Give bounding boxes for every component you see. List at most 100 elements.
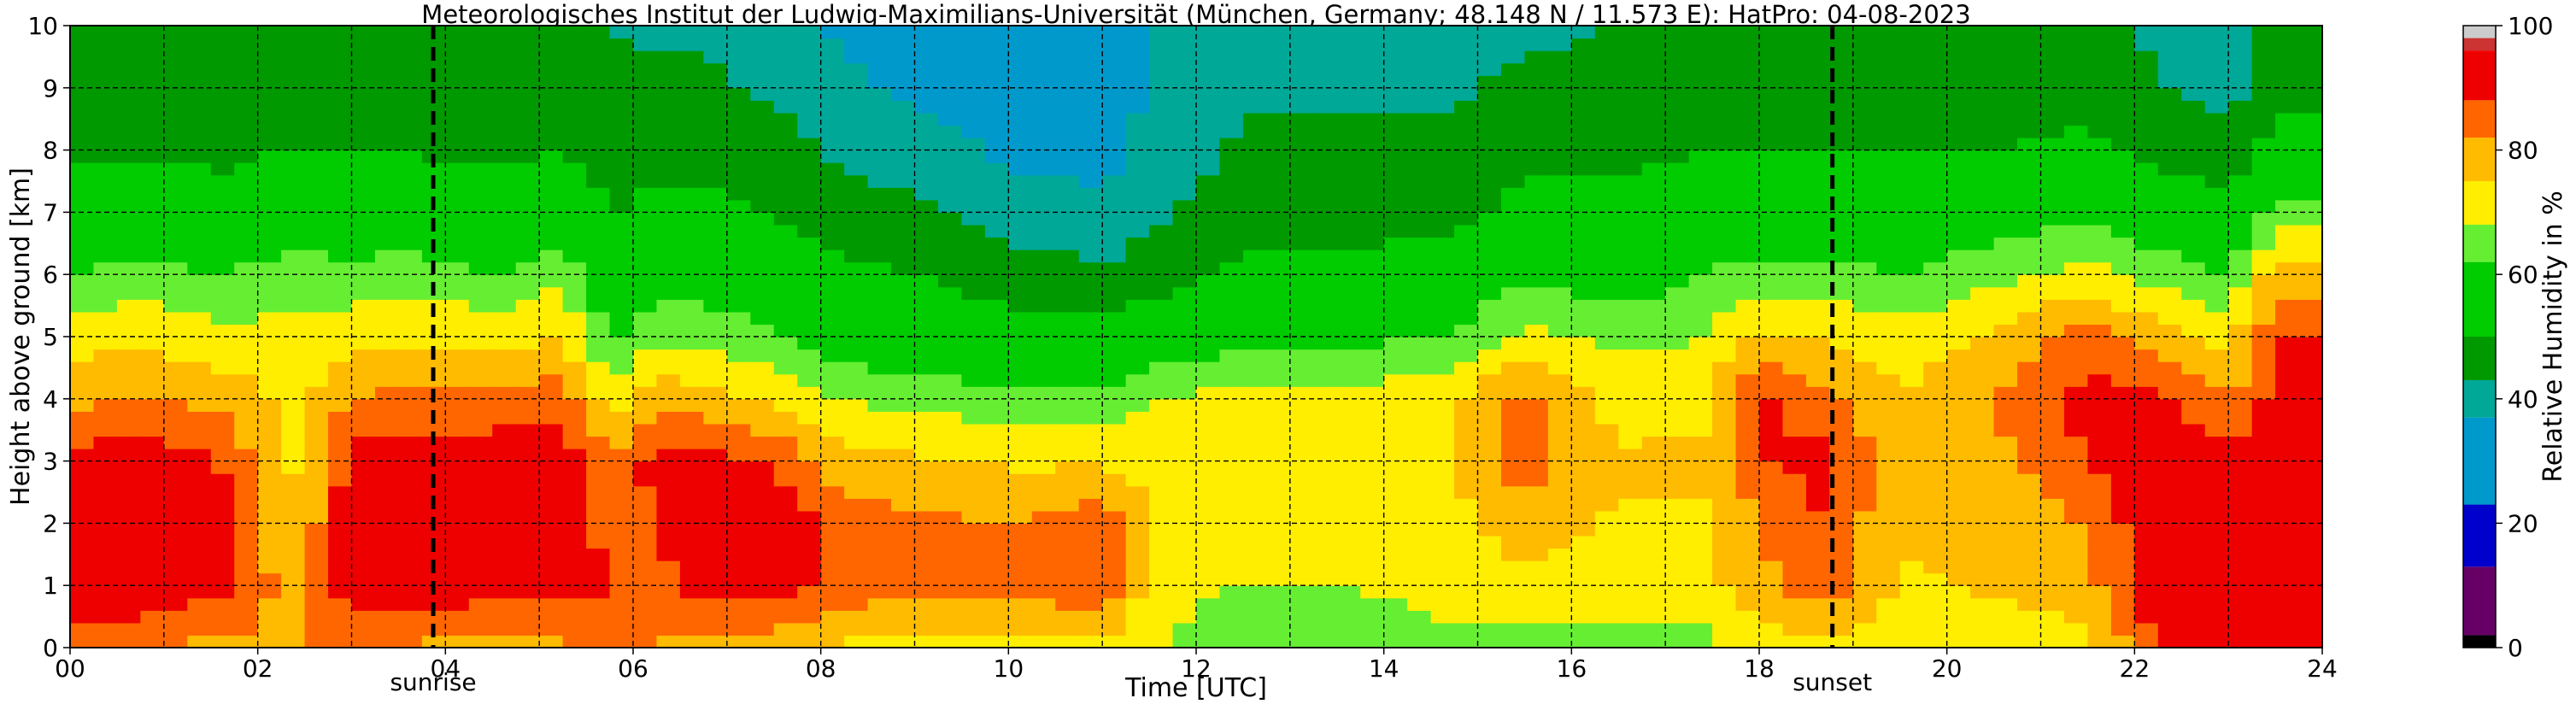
heat-cell (937, 349, 963, 362)
heat-cell (539, 398, 564, 412)
heat-cell (1735, 224, 1760, 238)
heat-cell (351, 548, 376, 561)
heat-cell (374, 423, 400, 437)
heat-cell (2251, 150, 2276, 163)
heat-cell (1993, 212, 2018, 226)
heat-cell (1313, 610, 1338, 624)
heat-cell (1923, 324, 1948, 337)
heat-cell (656, 423, 681, 437)
heat-cell (1899, 100, 1924, 114)
heat-cell (281, 174, 306, 188)
heat-cell (1876, 274, 1901, 288)
heat-cell (1899, 622, 1924, 637)
heat-cell (2040, 461, 2065, 474)
heat-cell (2040, 187, 2065, 201)
heat-cell (1454, 261, 1479, 275)
heat-cell (1594, 622, 1619, 637)
heat-cell (374, 224, 400, 238)
heat-cell (2087, 150, 2112, 163)
heat-cell (1665, 436, 1690, 449)
heat-cell (1524, 436, 1549, 449)
heat-cell (1923, 349, 1948, 362)
heat-cell (1594, 461, 1619, 474)
heat-cell (1712, 249, 1737, 263)
heat-cell (2181, 75, 2206, 89)
heat-cell (2040, 249, 2065, 263)
heat-cell (2298, 87, 2323, 101)
heat-cell (633, 174, 658, 188)
heat-cell (257, 274, 282, 288)
heat-cell (1055, 423, 1080, 437)
heat-cell (750, 473, 775, 487)
heat-cell (140, 274, 165, 288)
heat-cell (1829, 523, 1854, 537)
heat-cell (1125, 560, 1150, 574)
heat-cell (1242, 485, 1267, 499)
heat-cell (1805, 174, 1830, 188)
heat-cell (2157, 498, 2182, 512)
heat-cell (1782, 597, 1807, 611)
heat-cell (163, 610, 188, 624)
heat-cell (1313, 261, 1338, 275)
heat-cell (1336, 237, 1361, 250)
heat-cell (2298, 112, 2323, 126)
heat-cell (1219, 261, 1244, 275)
heat-cell (656, 311, 681, 326)
heat-cell (468, 436, 493, 449)
heat-cell (1946, 572, 1971, 586)
heat-cell (1031, 324, 1056, 337)
heat-cell (210, 311, 235, 326)
heat-cell (1031, 274, 1056, 288)
heat-cell (1899, 498, 1924, 512)
heat-cell (1970, 349, 1995, 362)
heat-cell (1829, 299, 1854, 313)
heat-cell (1805, 150, 1830, 163)
heat-cell (1219, 373, 1244, 387)
heat-cell (445, 498, 470, 512)
heat-cell (2134, 224, 2159, 238)
humidity-field (70, 26, 2323, 648)
heat-cell (398, 174, 423, 188)
heat-cell (1993, 75, 2018, 89)
heat-cell (1970, 548, 1995, 561)
heat-cell (1923, 585, 1948, 599)
heat-cell (773, 224, 798, 238)
heat-cell (1712, 597, 1737, 611)
heat-cell (2228, 473, 2253, 487)
heat-cell (2204, 597, 2229, 611)
heat-cell (703, 560, 728, 574)
heat-cell (633, 423, 658, 437)
heat-cell (656, 249, 681, 263)
heat-cell (609, 622, 634, 637)
heat-cell (1805, 461, 1830, 474)
heat-cell (304, 510, 329, 524)
heat-cell (140, 125, 165, 138)
heat-cell (1407, 473, 1432, 487)
heat-cell (1383, 560, 1408, 574)
heat-cell (867, 38, 892, 51)
heat-cell (1547, 498, 1572, 512)
heat-cell (93, 411, 118, 425)
heat-cell (1665, 386, 1690, 400)
heat-cell (2157, 523, 2182, 537)
heat-cell (1970, 125, 1995, 138)
heat-cell (984, 461, 1009, 474)
heat-cell (374, 311, 400, 326)
heat-cell (1641, 38, 1666, 51)
heat-cell (1618, 535, 1643, 549)
heat-cell (1688, 50, 1713, 64)
heat-cell (1078, 311, 1103, 326)
heat-cell (961, 112, 986, 126)
heat-cell (492, 436, 517, 449)
heat-cell (586, 585, 611, 599)
heat-cell (1219, 498, 1244, 512)
heat-cell (2110, 87, 2135, 101)
heat-cell (1899, 610, 1924, 624)
heat-cell (1852, 411, 1877, 425)
heat-cell (1454, 324, 1479, 337)
heat-cell (2017, 386, 2042, 400)
heat-cell (304, 311, 329, 326)
heat-cell (1524, 398, 1549, 412)
heat-cell (984, 510, 1009, 524)
heat-cell (1336, 373, 1361, 387)
